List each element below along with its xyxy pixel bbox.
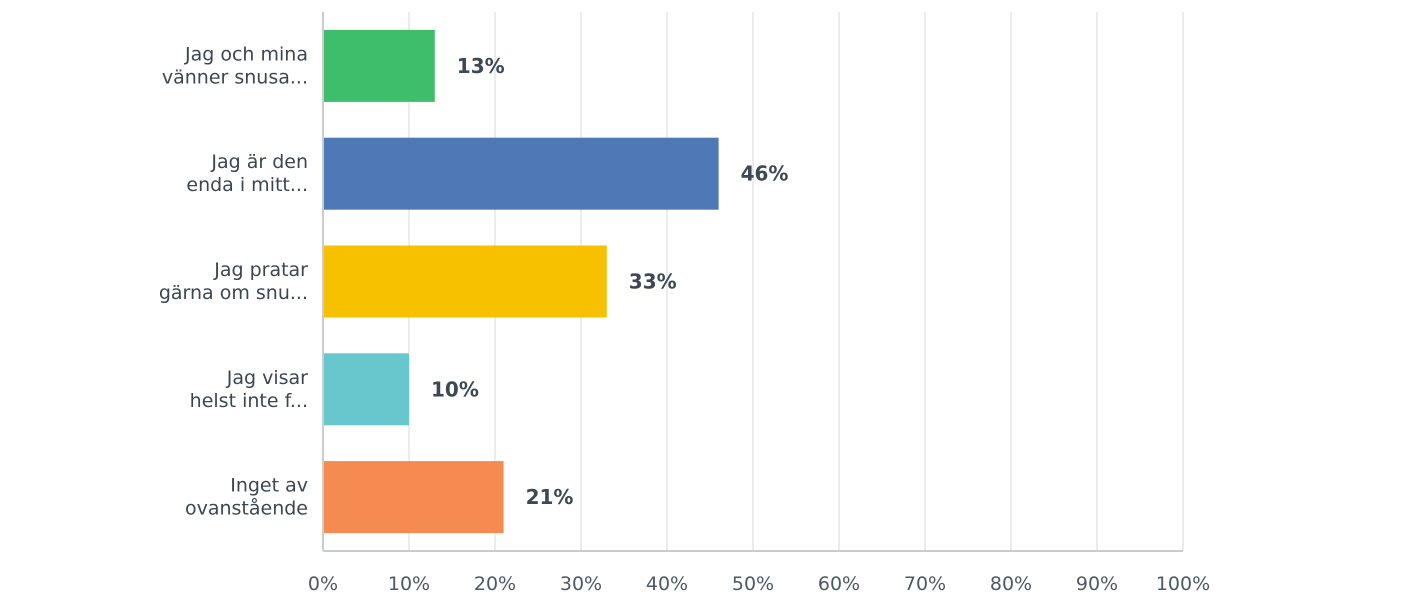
- category-label: enda i mitt...: [186, 174, 308, 196]
- category-label: Jag visar: [226, 367, 308, 389]
- category-label: ovanstående: [185, 497, 308, 520]
- axes: [322, 12, 1183, 552]
- x-tick-label: 90%: [1076, 573, 1118, 595]
- x-tick-label: 40%: [646, 573, 688, 595]
- bar-2: [323, 137, 719, 210]
- x-tick-label: 60%: [818, 573, 860, 595]
- x-tick-label: 30%: [560, 573, 602, 595]
- category-label: Jag pratar: [213, 259, 308, 281]
- bar-4: [323, 353, 409, 426]
- labels: 0% 10% 20% 30% 40% 50% 60% 70% 80% 90% 100% 13% Jag …: [159, 43, 1210, 595]
- category-label: Jag är den: [210, 151, 308, 173]
- gridlines: [408, 12, 1184, 551]
- bar-value-label: 46%: [741, 162, 789, 186]
- bar-value-label: 21%: [526, 485, 574, 509]
- x-tick-label: 10%: [388, 573, 430, 595]
- bar-value-label: 33%: [629, 270, 677, 294]
- x-tick-label: 0%: [308, 573, 338, 595]
- x-tick-label: 80%: [990, 573, 1032, 595]
- bar-3: [323, 245, 607, 318]
- bar-5: [323, 461, 504, 534]
- x-tick-label: 70%: [904, 573, 946, 595]
- x-tick-label: 50%: [732, 573, 774, 595]
- bars: [323, 29, 719, 534]
- category-label: gärna om snu...: [159, 282, 308, 304]
- category-label: vänner snusa...: [162, 66, 308, 88]
- bar-value-label: 13%: [457, 54, 505, 78]
- category-label: Inget av: [230, 475, 308, 497]
- x-tick-label: 20%: [474, 573, 516, 595]
- category-label: Jag och mina: [184, 43, 308, 65]
- bar-1: [323, 29, 435, 102]
- category-label: helst inte f...: [190, 390, 308, 412]
- bar-value-label: 10%: [431, 377, 479, 401]
- x-tick-label: 100%: [1156, 573, 1210, 595]
